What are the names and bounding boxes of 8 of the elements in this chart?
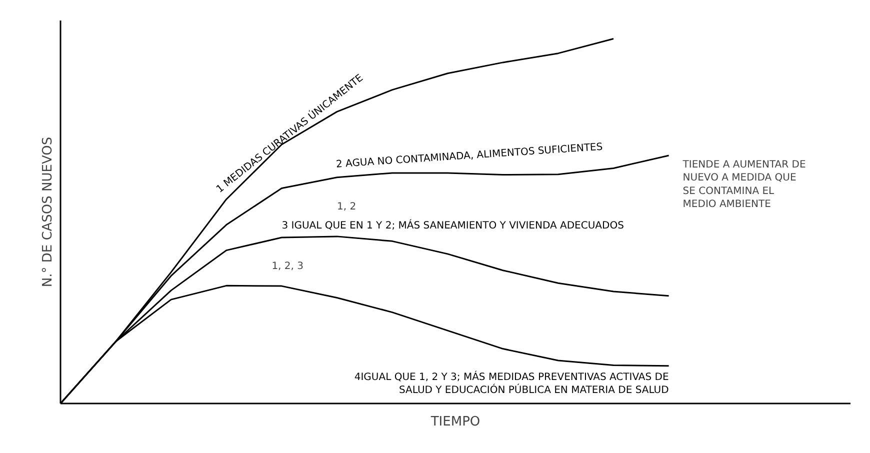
x-axis-title: TIEMPO (430, 414, 480, 430)
annotation: 1, 2 (337, 201, 356, 212)
annotation: 1, 2, 3 (272, 261, 304, 272)
series-label: 2 AGUA NO CONTAMINADA, ALIMENTOS SUFICIENTES (336, 142, 604, 170)
y-axis-title: N.° DE CASOS NUEVOS (40, 136, 56, 288)
series-label: 3 IGUAL QUE EN 1 Y 2; MÁS SANEAMIENTO Y VIVIENDA ADECUADOS (282, 218, 624, 232)
series-label: 4IGUAL QUE 1, 2 Y 3; MÁS MEDIDAS PREVENTIVAS ACTIVAS DE SALUD Y EDUCACIÓN PÚBLICA EN MATERIA DE SALUD (354, 370, 670, 396)
annotation: TIENDE A AUMENTAR DE NUEVO A MEDIDA QUE SE CONTAMINA EL MEDIO AMBIENTE (682, 159, 806, 210)
